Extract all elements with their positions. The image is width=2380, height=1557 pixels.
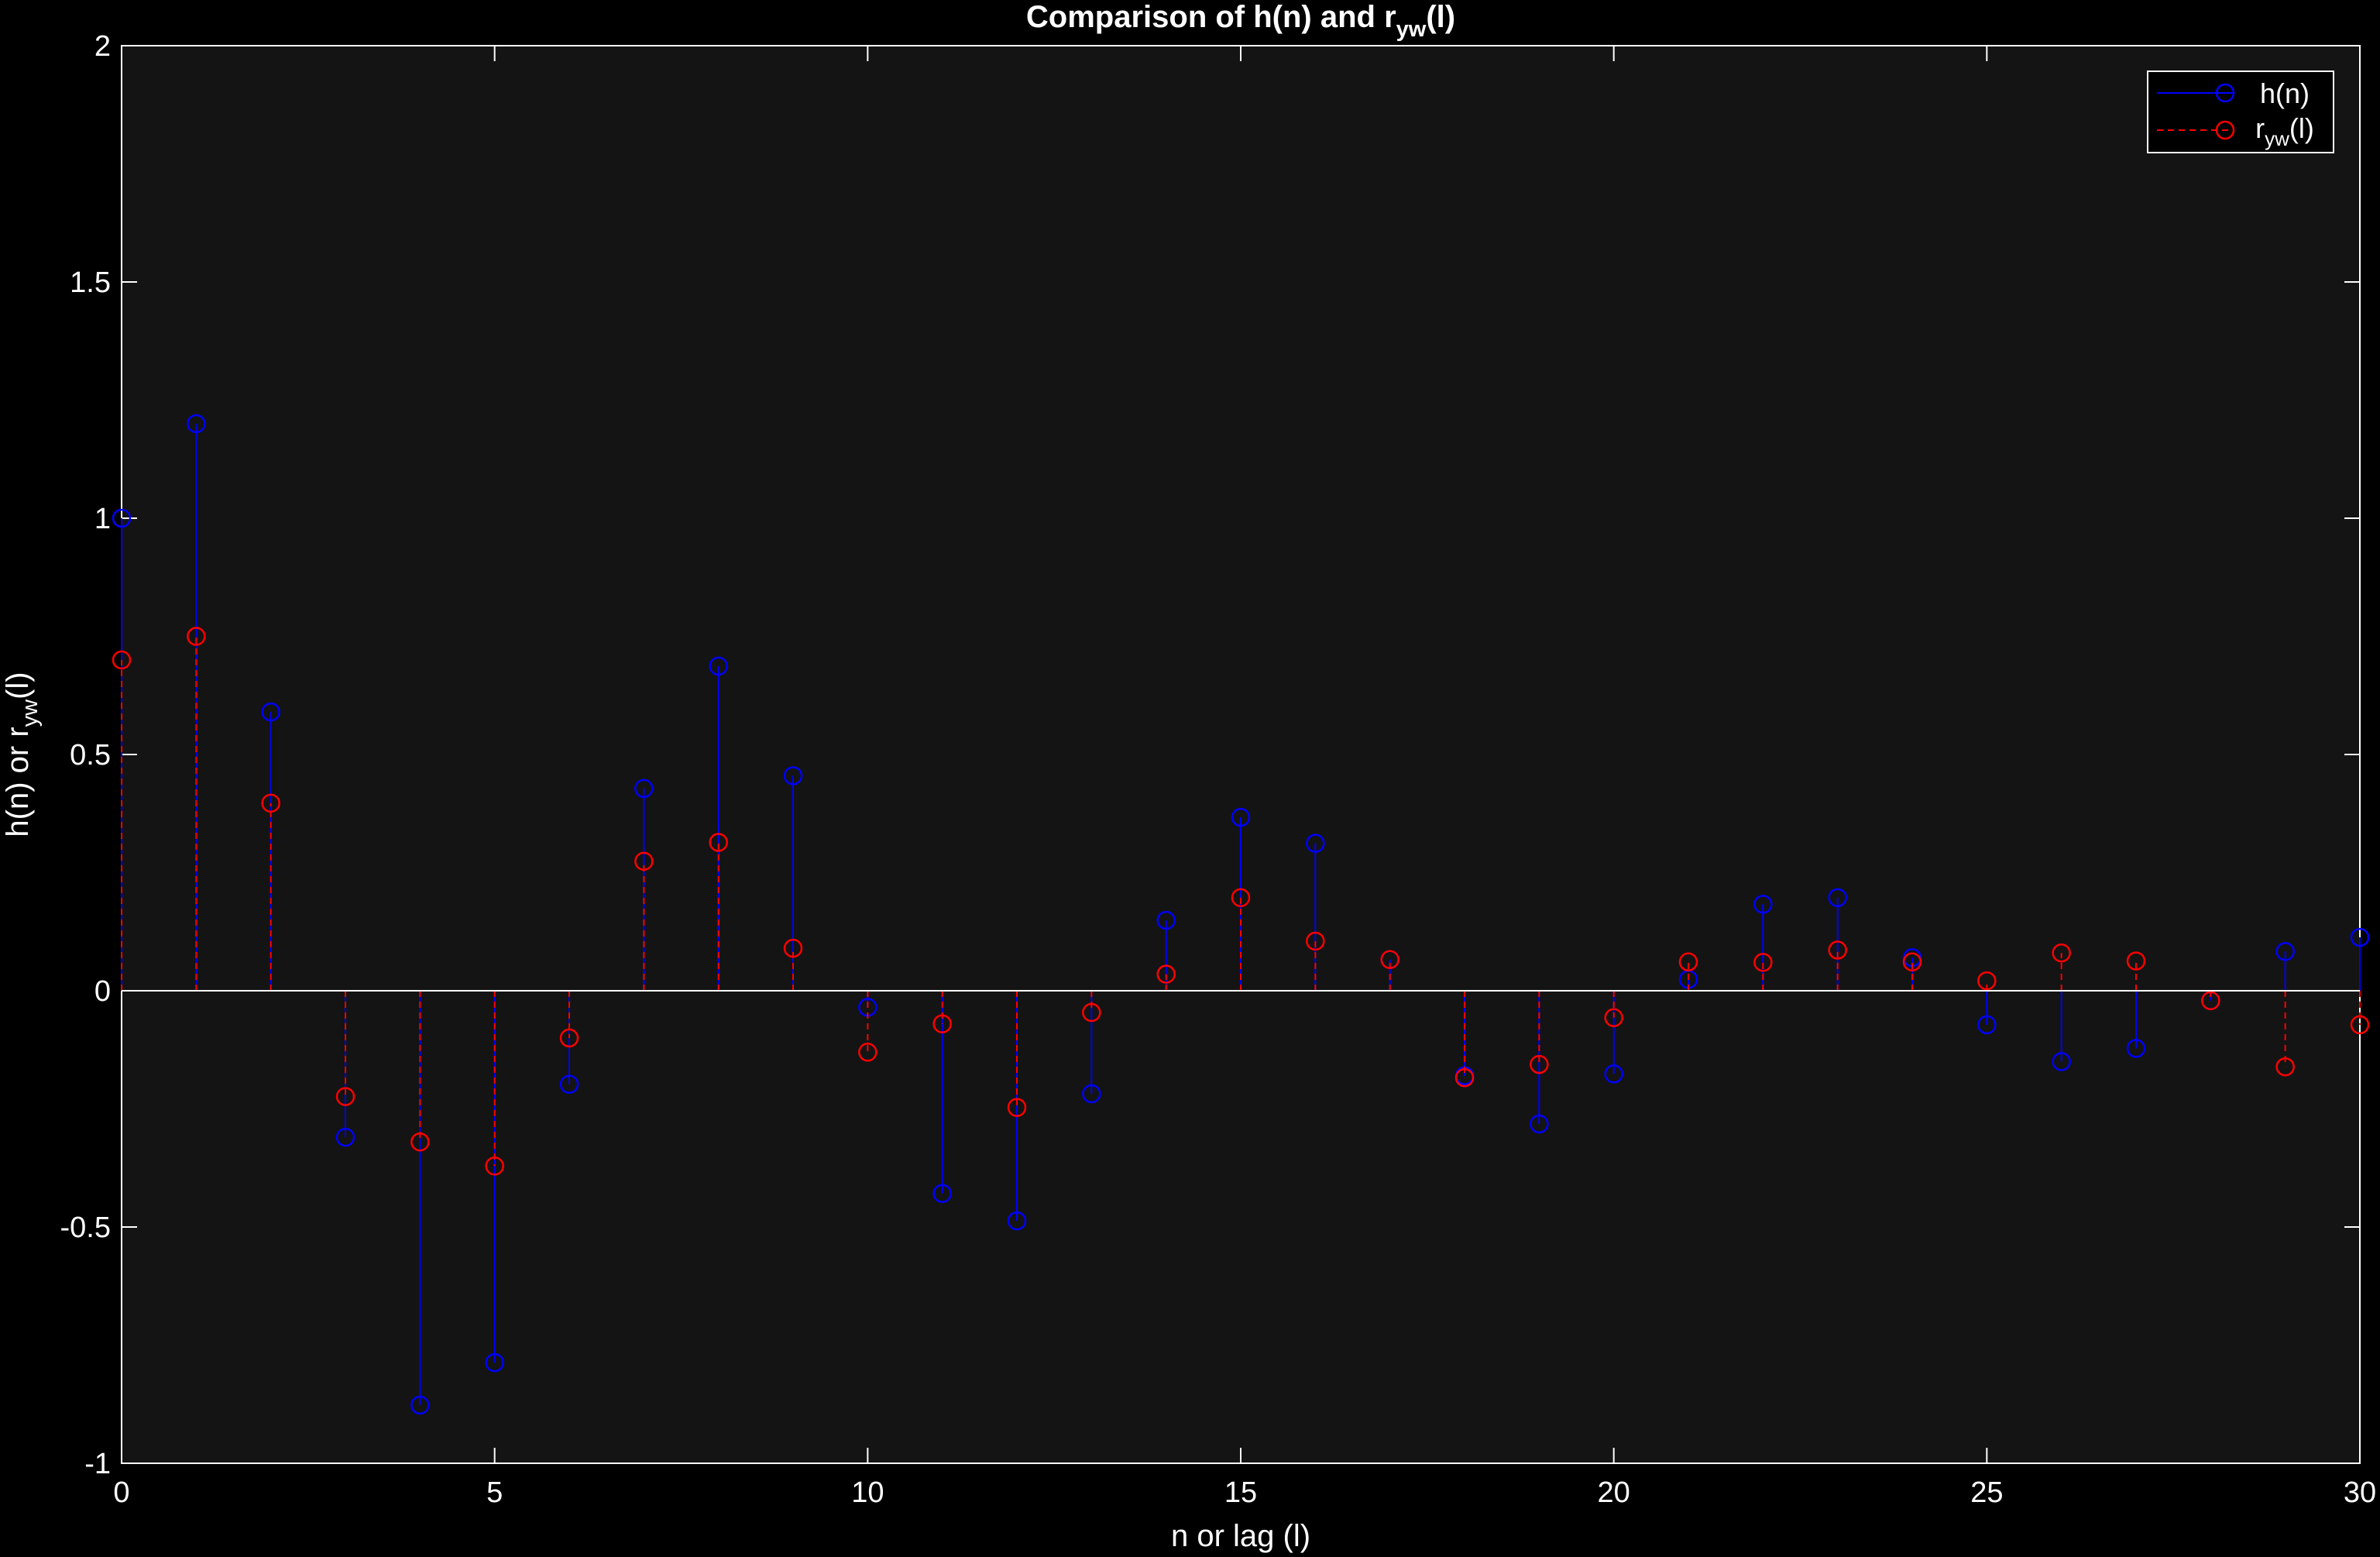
stem-marker: [559, 1028, 579, 1048]
x-tick-label: 0: [113, 1476, 129, 1509]
stem-marker: [2126, 1039, 2146, 1058]
stem-marker: [2275, 942, 2295, 961]
y-tick-label: 0: [94, 975, 111, 1008]
stem-marker: [187, 627, 206, 646]
stem-marker: [2350, 927, 2370, 947]
y-axis-label: h(n) or ryw(l): [1, 672, 43, 837]
plot-area: [121, 45, 2361, 1464]
y-tick-label: -1: [84, 1448, 111, 1480]
stem-marker: [1678, 952, 1698, 972]
legend-marker-h: [2215, 83, 2235, 103]
x-tick-label: 15: [1224, 1476, 1257, 1509]
stem-marker: [1380, 950, 1399, 969]
legend-marker-r: [2215, 120, 2235, 140]
stem-marker: [261, 702, 280, 722]
stem-marker: [1156, 964, 1176, 984]
stem-marker: [1753, 953, 1773, 972]
x-axis-label: n or lag (l): [1171, 1519, 1310, 1553]
stem-marker: [1231, 888, 1251, 908]
stem-marker: [1082, 1084, 1101, 1104]
x-tick-label: 30: [2344, 1476, 2376, 1509]
stem-marker: [112, 650, 132, 670]
y-tick-label: 0.5: [70, 739, 111, 772]
stem-marker: [709, 656, 728, 676]
stem-marker: [1007, 1098, 1027, 1117]
stem-marker: [1828, 888, 1847, 908]
stem-marker: [1977, 971, 1997, 991]
stem-marker: [559, 1074, 579, 1095]
stem-marker: [1530, 1054, 1549, 1074]
stem-marker: [1306, 931, 1325, 951]
stem-marker: [1828, 940, 1847, 960]
stem-marker: [2201, 991, 2220, 1011]
stem-marker: [1753, 895, 1773, 914]
stem-marker: [2052, 943, 2071, 963]
stem-marker: [335, 1087, 355, 1106]
stem-marker: [335, 1127, 355, 1147]
stem-marker: [709, 833, 728, 852]
y-tick-label: 1.5: [70, 266, 111, 299]
y-tick-label: 1: [94, 503, 111, 535]
stem-marker: [112, 508, 132, 528]
legend-label-r: ryw(l): [2255, 112, 2314, 150]
stem-marker: [932, 1184, 952, 1203]
stem-marker: [1007, 1211, 1027, 1231]
x-tick-label: 5: [486, 1476, 503, 1509]
stem-marker: [634, 851, 654, 871]
chart-title: Comparison of h(n) and ryw(l): [1026, 0, 1455, 42]
stem-marker: [187, 414, 206, 434]
stem-marker: [1306, 833, 1325, 853]
legend-box: [2147, 70, 2334, 153]
stem-marker: [932, 1014, 952, 1033]
stem-marker: [1454, 1067, 1475, 1088]
stem-marker: [1604, 1008, 1623, 1028]
series-1: [112, 627, 2370, 1176]
stem-marker: [485, 1157, 504, 1176]
stem-marker: [410, 1395, 430, 1415]
stem-marker: [2275, 1057, 2295, 1077]
stem-marker: [783, 938, 803, 958]
stem-marker: [2052, 1052, 2071, 1071]
stem-marker: [783, 766, 803, 785]
y-tick-label: 2: [94, 30, 111, 63]
stem-marker: [410, 1132, 430, 1152]
stem-marker: [2126, 951, 2146, 971]
stem-marker: [1156, 910, 1176, 930]
stem-marker: [634, 778, 654, 799]
x-tick-label: 10: [851, 1476, 884, 1509]
stem-marker: [2350, 1015, 2370, 1035]
x-tick-label: 25: [1970, 1476, 2003, 1509]
stem-marker: [485, 1352, 504, 1373]
legend-label-h: h(n): [2260, 77, 2310, 109]
stem-series: [112, 414, 2370, 1415]
y-tick-label: -0.5: [60, 1212, 111, 1244]
stem-marker: [1231, 807, 1251, 827]
x-tick-label: 20: [1598, 1476, 1630, 1509]
stem-marker: [1530, 1114, 1549, 1134]
stem-marker: [1902, 952, 1922, 972]
stem-marker: [1082, 1002, 1101, 1023]
stem-marker: [858, 1043, 877, 1062]
axis-ticks: 0 5 10 15 20 25 30 -1 -0.5 0 0.5 1 1.5 2: [60, 30, 2377, 1509]
legend: h(n) ryw(l): [2147, 70, 2334, 153]
stem-marker: [1977, 1015, 1997, 1035]
stem-marker: [261, 793, 280, 813]
stem-marker: [1604, 1064, 1623, 1084]
